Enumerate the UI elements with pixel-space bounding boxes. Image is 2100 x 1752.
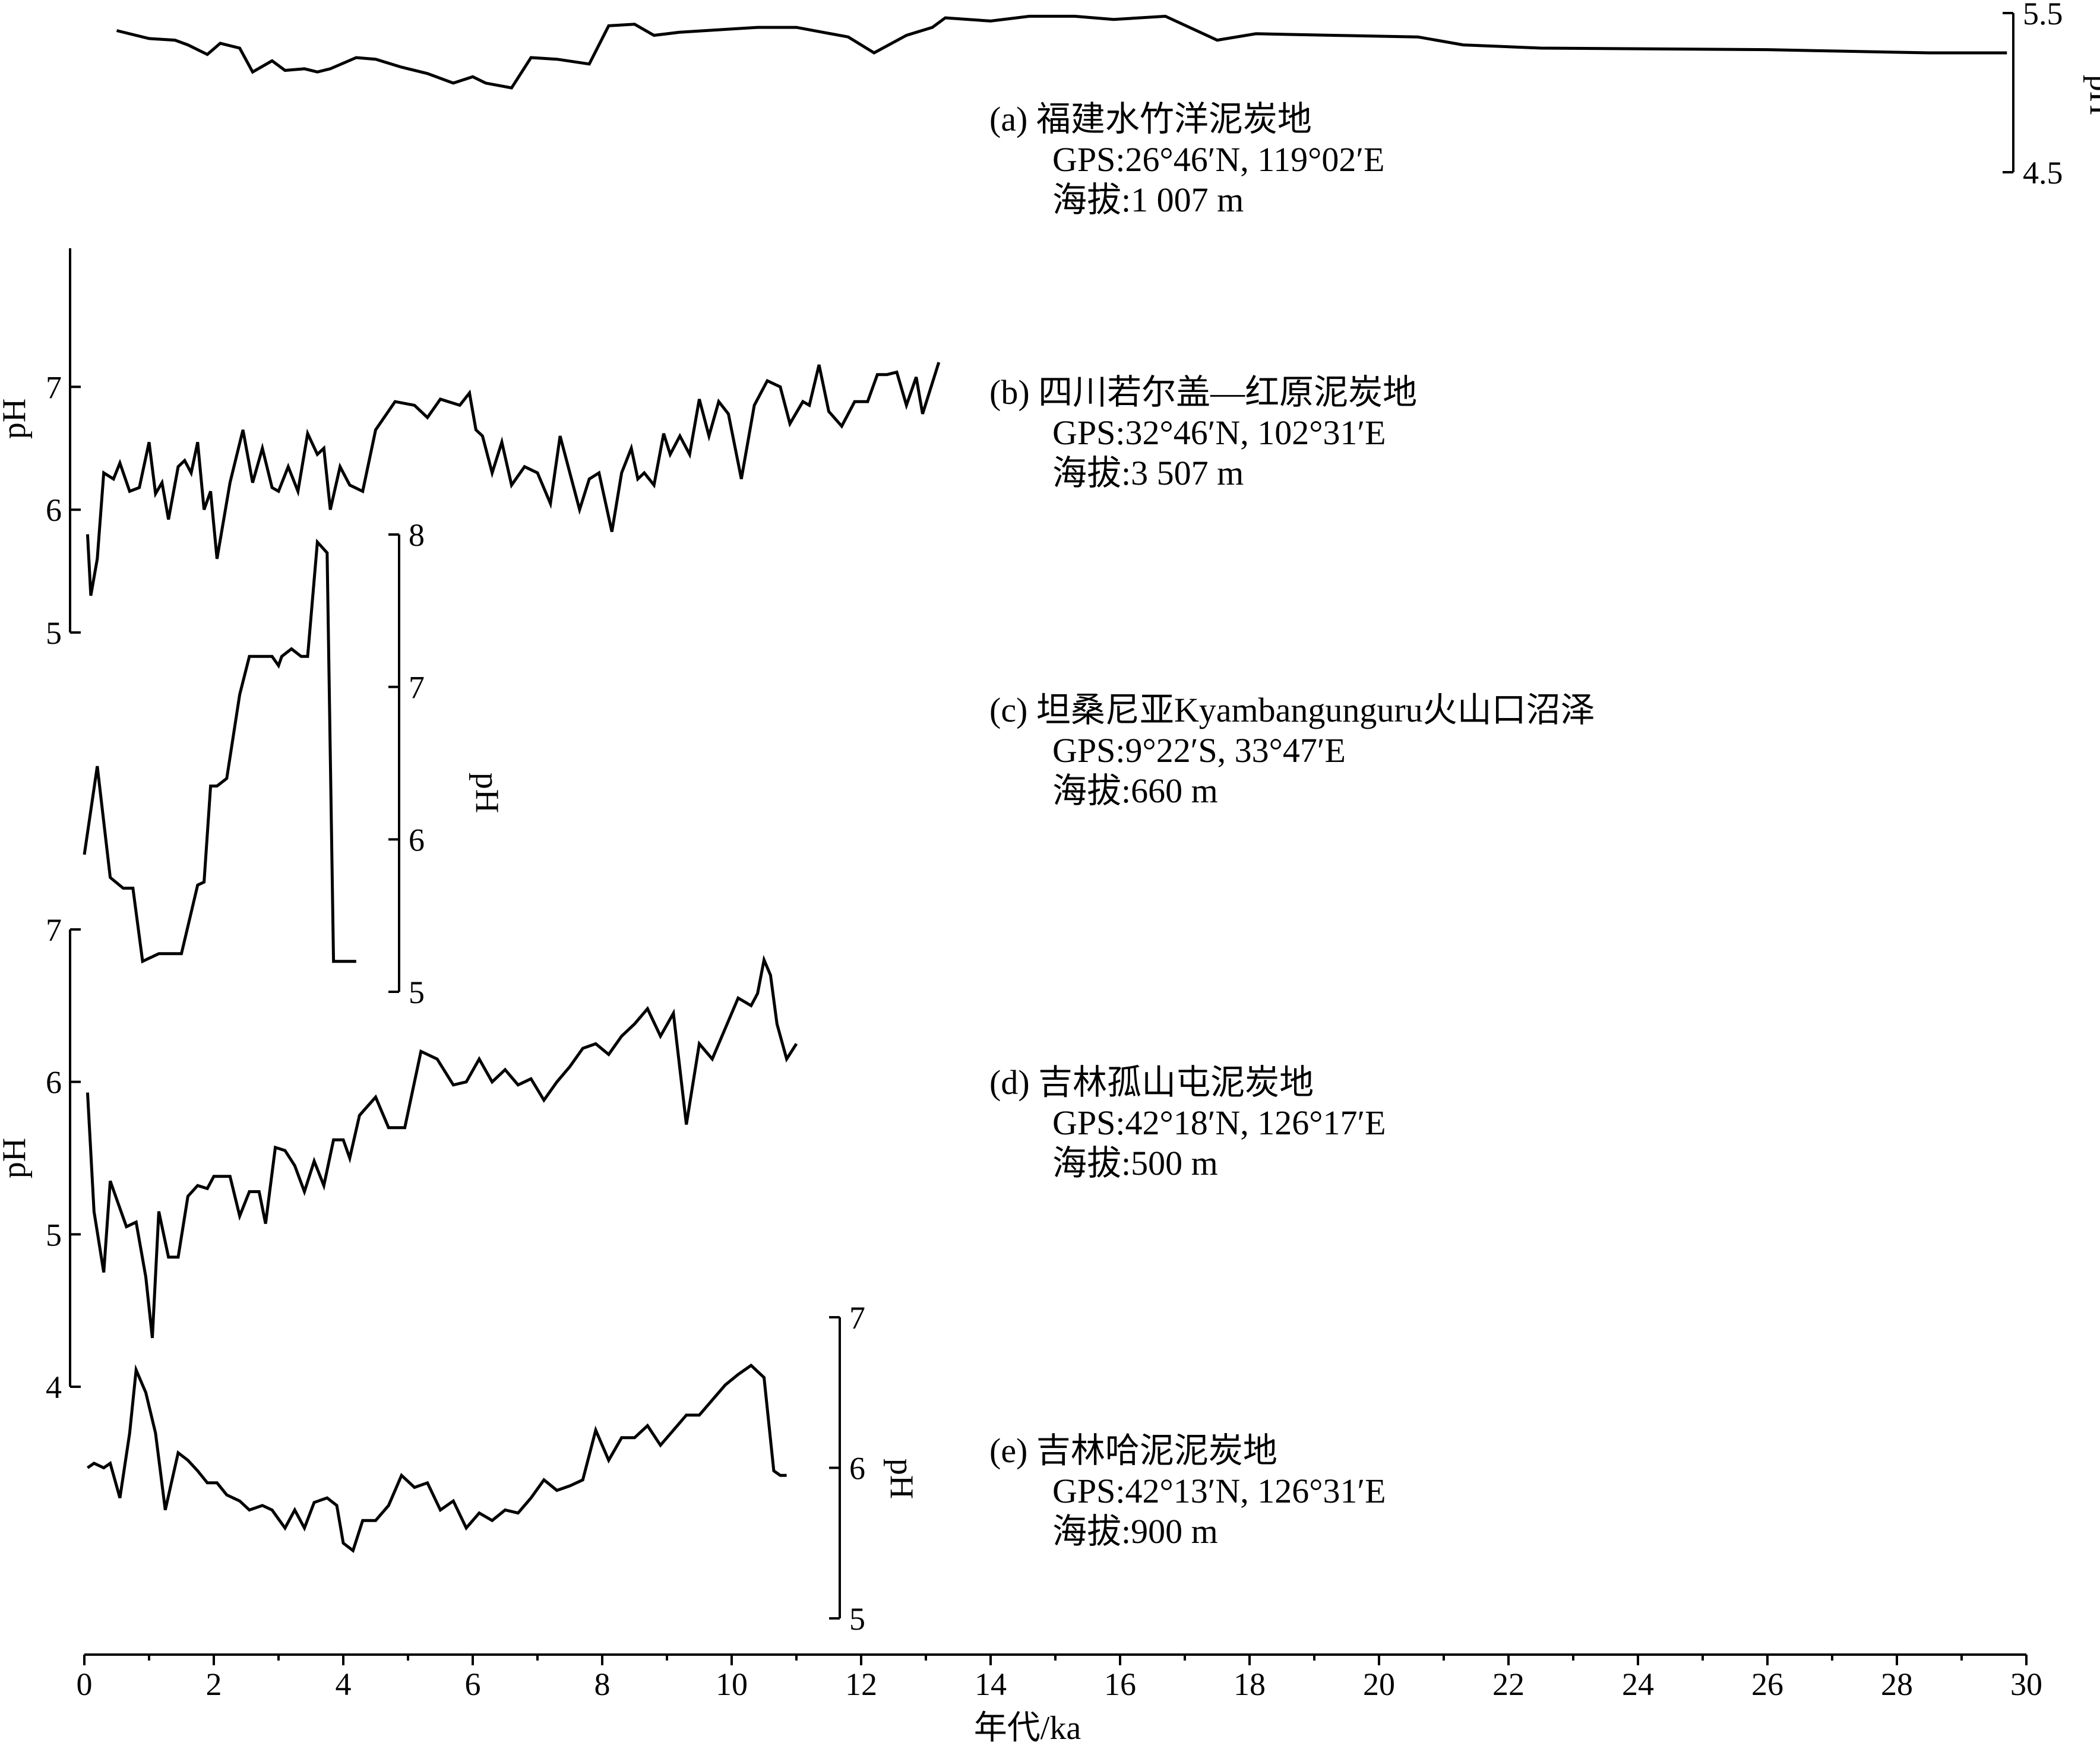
panel-e-label-line-0: (e) 吉林哈泥泥炭地 — [989, 1431, 1277, 1470]
panel-d-label-line-0: (d) 吉林孤山屯泥炭地 — [989, 1063, 1314, 1102]
x-tick-label: 6 — [465, 1666, 481, 1702]
x-tick-label: 30 — [2010, 1666, 2042, 1702]
panel-a-y-tick-label: 4.5 — [2023, 155, 2063, 191]
panel-d-y-tick-label: 5 — [46, 1217, 62, 1253]
panel-b-y-axis-title: pH — [0, 399, 33, 439]
panel-e-series-line — [86, 1363, 787, 1554]
panel-b-label-line-0: (b) 四川若尔盖—红原泥炭地 — [989, 373, 1417, 412]
panel-b-y-tick-label: 5 — [46, 615, 62, 651]
panel-c-y-tick-label: 5 — [409, 975, 425, 1010]
panel-e-y-tick-label: 6 — [849, 1451, 865, 1487]
panel-c-y-tick-label: 6 — [409, 822, 425, 858]
panel-a-label-line-1: GPS:26°46′N, 119°02′E — [1052, 140, 1384, 179]
panel-d-label-line-1: GPS:42°18′N, 126°17′E — [1052, 1103, 1386, 1142]
x-tick-label: 26 — [1751, 1666, 1783, 1702]
panel-b-series-line — [86, 362, 941, 596]
panel-c-label-line-0: (c) 坦桑尼亚Kyambangunguru火山口沼泽 — [989, 691, 1595, 729]
panel-e-y-axis-title: pH — [883, 1459, 920, 1499]
panel-c-label-line-2: 海拔:660 m — [1052, 771, 1218, 810]
panel-c-label-line-1: GPS:9°22′S, 33°47′E — [1052, 731, 1346, 770]
panel-d-y-axis-title: pH — [0, 1138, 33, 1178]
x-tick-label: 18 — [1234, 1666, 1266, 1702]
panel-a-y-tick-label: 5.5 — [2023, 0, 2063, 31]
panel-b-label-line-2: 海拔:3 507 m — [1052, 454, 1244, 492]
x-tick-label: 16 — [1104, 1666, 1136, 1702]
panel-d-y-tick-label: 4 — [46, 1370, 62, 1405]
panel-d-y-tick-label: 7 — [46, 912, 62, 948]
x-tick-label: 28 — [1881, 1666, 1913, 1702]
x-tick-label: 22 — [1492, 1666, 1525, 1702]
panel-d-label-line-2: 海拔:500 m — [1052, 1144, 1218, 1182]
panel-a-y-axis-title: pH — [2083, 75, 2100, 115]
x-tick-label: 2 — [206, 1666, 222, 1702]
series-layer — [83, 14, 2007, 1554]
x-tick-label: 0 — [77, 1666, 93, 1702]
panel-e-label-line-1: GPS:42°13′N, 126°31′E — [1052, 1472, 1386, 1510]
panel-b-y-tick-label: 7 — [46, 369, 62, 405]
x-tick-label: 20 — [1363, 1666, 1395, 1702]
panel-c-series-line — [83, 538, 356, 964]
panel-d-y-tick-label: 6 — [46, 1065, 62, 1100]
x-tick-label: 24 — [1622, 1666, 1654, 1702]
x-axis-title: 年代/ka — [974, 1710, 1081, 1747]
x-tick-label: 10 — [716, 1666, 748, 1702]
axes-layer: 0 2 4 6 8 10 12 14 16 18 20 22 24 26 28 304.55.5pH567pH… — [0, 0, 2100, 1702]
panel-a-label-line-2: 海拔:1 007 m — [1052, 181, 1244, 219]
x-tick-label: 12 — [845, 1666, 877, 1702]
x-tick-label: 4 — [336, 1666, 352, 1702]
x-tick-label: 8 — [594, 1666, 611, 1702]
panel-e-y-tick-label: 5 — [849, 1601, 865, 1637]
panel-a-label-line-0: (a) 福建水竹洋泥炭地 — [989, 100, 1312, 138]
panel-e-y-tick-label: 7 — [849, 1300, 865, 1336]
panel-d-series-line — [86, 954, 798, 1339]
x-tick-label: 14 — [975, 1666, 1007, 1702]
panel-c-y-tick-label: 8 — [409, 517, 425, 553]
panel-e-label-line-2: 海拔:900 m — [1052, 1512, 1218, 1551]
panel-a-series-line — [116, 14, 2007, 90]
panel-b-label-line-1: GPS:32°46′N, 102°31′E — [1052, 413, 1386, 452]
panel-b-y-tick-label: 6 — [46, 492, 62, 528]
panel-c-y-tick-label: 7 — [409, 670, 425, 706]
panel-c-y-axis-title: pH — [469, 773, 505, 813]
